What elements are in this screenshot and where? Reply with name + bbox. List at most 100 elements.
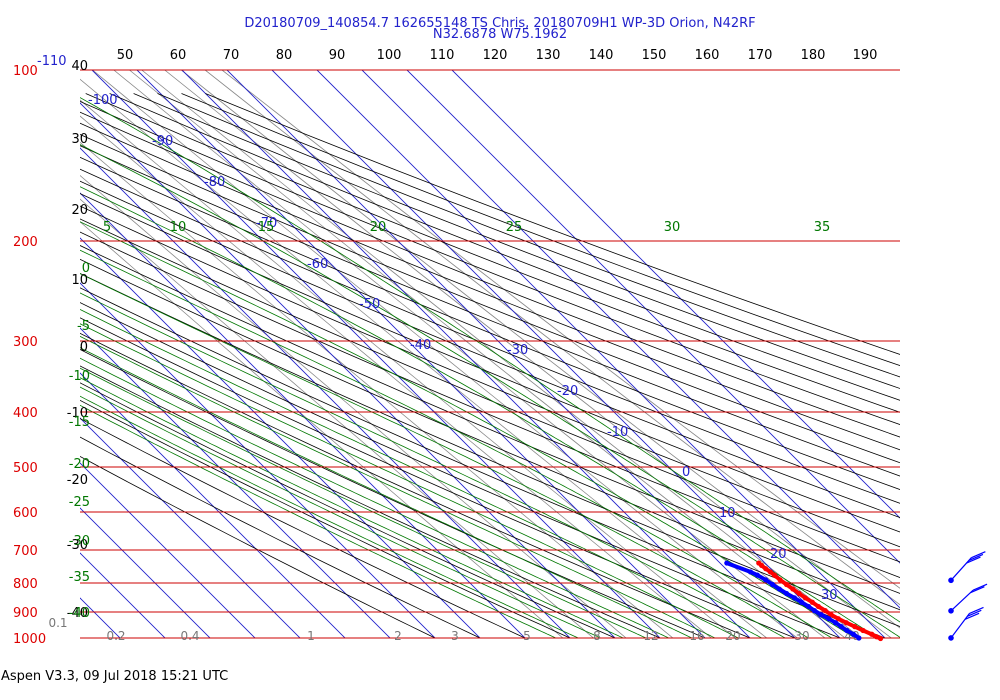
moist-adiabat-label: 15 [258, 220, 275, 235]
moist-adiabat-line [80, 273, 810, 638]
temperature-point [877, 635, 884, 642]
dry-adiabat-line [80, 436, 481, 638]
temperature-point [809, 599, 815, 605]
temperature-point [873, 634, 880, 640]
temperature-point [828, 612, 834, 618]
footer-text: Aspen V3.3, 09 Jul 2018 15:21 UTC [1, 669, 229, 684]
isotherm-label: -60 [307, 257, 328, 272]
mixing-ratio-line [164, 70, 892, 638]
mixing-ratio-line [80, 174, 627, 638]
moist-adiabat-label: 5 [103, 220, 111, 235]
mixing-ratio-line [80, 99, 736, 638]
moist-adiabat-line [80, 144, 900, 638]
dewpoint-point [856, 635, 862, 641]
pressure-label-1000: 1000 [13, 632, 46, 647]
isotherm-line [406, 70, 900, 564]
isotherm-line [316, 70, 886, 638]
isotherm-line [80, 507, 211, 638]
pressure-label-700: 700 [13, 544, 38, 559]
dewpoint-point [776, 586, 782, 592]
moist-adiabat-label: 35 [814, 220, 831, 235]
isotherm-line [91, 70, 661, 638]
dewpoint-point [798, 599, 805, 605]
temperature-point [822, 608, 828, 614]
mixing-ratio-label: 1 [307, 629, 315, 643]
pressure-label-200: 200 [13, 235, 38, 250]
mixing-ratio-line [113, 70, 826, 638]
mixing-ratio-line [80, 198, 594, 638]
top-scale-label: 160 [695, 48, 720, 63]
wind-barb-flag [970, 586, 985, 594]
dry-adiabat-line [205, 93, 900, 355]
isotherm-label: -40 [410, 338, 431, 353]
moist-adiabat-label: -20 [69, 457, 90, 472]
mixing-ratio-label: 0.1 [48, 616, 67, 630]
dewpoint-point [805, 603, 812, 610]
dry-adiabat-line [80, 287, 887, 638]
isotherm-label: 0 [682, 465, 690, 480]
dewpoint-point [783, 590, 790, 597]
top-scale-label: 120 [483, 48, 508, 63]
moist-adiabat-line [80, 292, 787, 638]
isotherm-label: 10 [719, 506, 736, 521]
moist-adiabat-label: -40 [69, 606, 90, 621]
temperature-point [815, 603, 821, 610]
wind-barb-flag [968, 553, 984, 561]
dry-adiabat-label: -30 [67, 538, 88, 553]
dry-adiabat-line [80, 218, 900, 563]
isotherm-line [181, 70, 751, 638]
moist-adiabat-line [80, 395, 580, 638]
top-scale-label: 190 [853, 48, 878, 63]
mixing-ratio-line [181, 70, 900, 629]
dewpoint-point [832, 620, 839, 626]
dewpoint-point [826, 616, 832, 622]
temperature-point [860, 627, 866, 634]
mixing-ratio-label: 16 [689, 629, 704, 643]
moist-adiabat-label: 25 [506, 220, 523, 235]
isotherm-line [80, 102, 616, 638]
pressure-label-400: 400 [13, 406, 38, 421]
dry-adiabat-line [80, 101, 900, 426]
dry-adiabat-line [80, 382, 616, 638]
moist-adiabat-label: 30 [664, 220, 681, 235]
dry-adiabat-line [80, 245, 900, 594]
dry-adiabat-line [80, 111, 900, 438]
moist-adiabat-label: -35 [69, 570, 90, 585]
isotherm-label: -80 [204, 175, 225, 190]
dewpoint-point [844, 627, 850, 634]
top-scale-label: 70 [223, 48, 240, 63]
top-scale-label: 50 [117, 48, 134, 63]
dry-adiabat-line [80, 418, 526, 638]
wind-barb [948, 606, 984, 641]
wind-barb-flag [972, 583, 988, 591]
top-scale-label: 60 [170, 48, 187, 63]
wind-barb-shaft [950, 557, 972, 581]
moist-adiabat-line [80, 377, 625, 638]
dry-adiabat-line [80, 349, 706, 638]
isotherm-line [80, 462, 256, 638]
temperature-point [771, 572, 778, 578]
mixing-ratio-label: 2 [394, 629, 402, 643]
moist-adiabat-label: -25 [69, 495, 90, 510]
top-scale-label: 100 [377, 48, 402, 63]
top-scale-label: 170 [748, 48, 773, 63]
mixing-ratio-label: 5 [523, 629, 531, 643]
dry-adiabat-label: 0 [80, 340, 88, 355]
mixing-ratio-label: 12 [643, 629, 658, 643]
isotherm-label: -100 [88, 93, 118, 108]
pressure-label-900: 900 [13, 606, 38, 621]
dry-adiabat-line [80, 133, 900, 464]
dry-adiabat-line [80, 193, 900, 533]
isotherm-label: -90 [152, 134, 173, 149]
dewpoint-point [763, 577, 769, 583]
dry-adiabat-line [80, 399, 571, 638]
temperature-point [852, 624, 858, 630]
dry-adiabat-line [80, 205, 900, 548]
temperature-point [783, 581, 790, 588]
chart-title: D20180709_140854.7 162655148 TS Chris, 2… [244, 16, 756, 31]
temperature-point [869, 631, 875, 637]
isotherm-label: -10 [607, 425, 628, 440]
isotherm-line [80, 372, 346, 638]
moist-adiabat-line [80, 249, 833, 638]
